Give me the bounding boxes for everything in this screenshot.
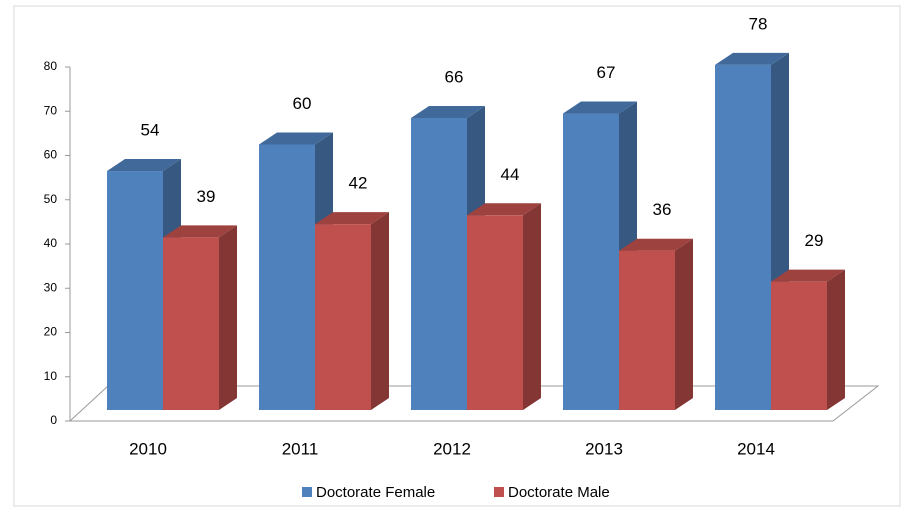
y-tick-label: 10 [44, 369, 58, 383]
bar-top [107, 159, 181, 172]
data-label: 67 [597, 63, 616, 82]
bar [563, 113, 619, 411]
bar-top [771, 269, 845, 282]
data-label: 66 [445, 67, 464, 86]
legend-swatch [494, 487, 504, 497]
data-label: 39 [197, 187, 216, 206]
x-tick-label: 2014 [737, 439, 775, 458]
y-tick-label: 80 [44, 59, 58, 73]
legend-swatch [302, 487, 312, 497]
bar-side [523, 203, 541, 410]
bar [315, 224, 371, 410]
bar-side [675, 238, 693, 410]
y-tick-label: 20 [44, 325, 58, 339]
y-tick-label: 30 [44, 280, 58, 294]
data-label: 29 [805, 231, 824, 250]
bar [715, 64, 771, 410]
bar [467, 215, 523, 410]
bar [163, 237, 219, 410]
y-tick-label: 70 [44, 103, 58, 117]
bar [107, 171, 163, 410]
y-tick-label: 60 [44, 148, 58, 162]
bar-top [619, 238, 693, 251]
data-label: 44 [501, 165, 520, 184]
bar [619, 250, 675, 410]
y-tick-label: 40 [44, 236, 58, 250]
y-tick-label: 0 [50, 413, 57, 427]
legend-label: Doctorate Male [508, 484, 610, 501]
bar [771, 281, 827, 410]
x-tick-label: 2013 [585, 439, 623, 458]
bar-side [371, 212, 389, 410]
data-label: 36 [653, 200, 672, 219]
bar-top [467, 203, 541, 216]
floor [68, 385, 880, 422]
data-label: 42 [349, 174, 368, 193]
data-label: 78 [749, 14, 768, 33]
x-tick-label: 2011 [282, 439, 319, 458]
y-tick-label: 50 [44, 192, 58, 206]
bar-top [563, 101, 637, 114]
data-label: 54 [141, 121, 160, 140]
x-tick-label: 2010 [129, 439, 167, 458]
bar-top [315, 212, 389, 225]
x-tick-label: 2012 [433, 439, 471, 458]
bar-top [411, 105, 485, 118]
bar-side [827, 269, 845, 410]
bar-top [715, 52, 789, 65]
bar [259, 144, 315, 410]
legend-label: Doctorate Female [316, 484, 435, 501]
bar [411, 117, 467, 410]
bar-top [259, 132, 333, 145]
bar-side [219, 225, 237, 410]
bar-top [163, 225, 237, 238]
data-label: 60 [293, 94, 312, 113]
